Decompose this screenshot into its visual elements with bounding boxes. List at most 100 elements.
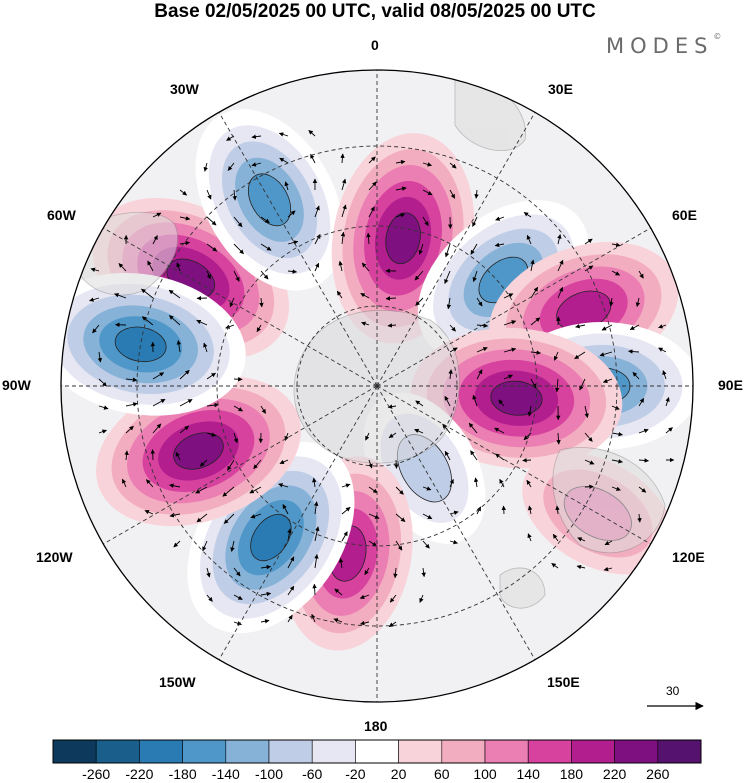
wind-vector [503,347,517,353]
wind-vector [287,269,298,274]
wind-vector [260,564,272,570]
wind-vector [601,324,613,331]
colorbar-swatch [225,739,270,764]
wind-vector [628,349,640,354]
wind-vector [442,423,451,434]
wind-vector [260,270,269,280]
wind-vector [395,513,406,523]
colorbar-swatch [139,739,183,764]
colorbar-swatch [52,739,97,764]
wind-vector [553,351,559,361]
wind-vector [388,432,397,439]
wind-vector [229,297,235,308]
wind-vector [334,588,343,596]
wind-vector [360,292,370,299]
wind-vector [602,378,613,383]
wind-vector [199,459,208,467]
anomaly-contour [114,326,167,363]
wind-vector [422,162,432,167]
wind-vector [152,372,165,380]
colorbar-swatch [614,739,659,764]
meridian-line [103,227,378,387]
wind-vector [635,297,641,308]
wind-vector [173,540,181,548]
wind-vector [472,270,478,282]
wind-vector [638,270,644,279]
meridian-line [218,112,378,387]
wind-vector [368,156,376,164]
colorbar-swatch [527,739,572,764]
land-shapes [79,70,666,609]
wind-vector [152,398,166,407]
wind-vector [147,260,154,272]
wind-vector [638,486,647,493]
wind-vector [125,402,138,407]
wind-vector [179,189,188,196]
wind-vector [526,234,532,245]
wind-vector [468,422,478,434]
wind-vector [287,614,293,623]
wind-vector [206,432,217,437]
wind-vector [476,369,483,380]
wind-vector [530,378,537,389]
wind-vector [312,477,317,488]
map-title: Base 02/05/2025 00 UTC, valid 08/05/2025… [154,1,596,22]
wind-vector [611,459,623,464]
wind-vector [584,405,589,419]
wind-vector [206,243,218,252]
colorbar-swatch [571,739,615,764]
wind-vector [227,459,235,471]
anomaly-contour [250,513,292,562]
colorbar-tick-label: 140 [516,766,540,782]
copyright-mark: © [713,32,722,41]
lon-label-120e: 120E [672,549,705,565]
wind-vector [444,270,451,284]
wind-vector [575,323,586,329]
colorbar-tick-label: 260 [646,766,670,782]
wind-vector [279,459,289,464]
lon-label-120w: 120W [36,549,73,565]
wind-vector [523,432,532,441]
wind-vector [527,405,533,417]
wind-vector [422,540,430,549]
wind-vector [422,513,433,520]
wind-vector [122,478,127,488]
wind-vector [368,513,380,519]
wind-vector [611,486,621,491]
wind-vector [279,157,289,164]
wind-vector [253,459,262,470]
wind-vectors [89,129,675,628]
wind-vector [555,505,560,515]
wind-vector [395,159,406,165]
wind-vector [395,486,404,495]
wind-vector [359,620,370,626]
wind-vector [225,324,235,329]
colorbar-tick-label: 100 [473,766,497,782]
wind-vector [341,204,347,218]
colorbar-tick-label: -220 [125,766,154,782]
wind-vector [368,540,378,547]
wind-vector [530,259,535,272]
wind-vector [365,432,370,441]
wind-vector [308,129,316,137]
meridian-line [376,227,651,387]
wind-vector [287,585,295,596]
wind-vector [222,486,235,497]
wind-vector [476,297,483,307]
wind-vector [395,540,403,551]
wind-vector [203,162,208,172]
wind-vector [284,181,289,191]
reference-vector-label: 30 [666,684,680,698]
wind-vector [206,567,211,578]
wind-vector [523,211,532,218]
wind-vector [176,262,181,272]
meridian-line [218,385,378,660]
wind-vector [230,540,235,552]
wind-vector [658,324,667,329]
meridian-line [376,112,536,387]
wind-vector [389,594,397,603]
wind-vector [152,423,162,434]
wind-vector [141,316,154,326]
wind-vector [141,288,154,299]
colorbar-swatch [484,739,529,764]
